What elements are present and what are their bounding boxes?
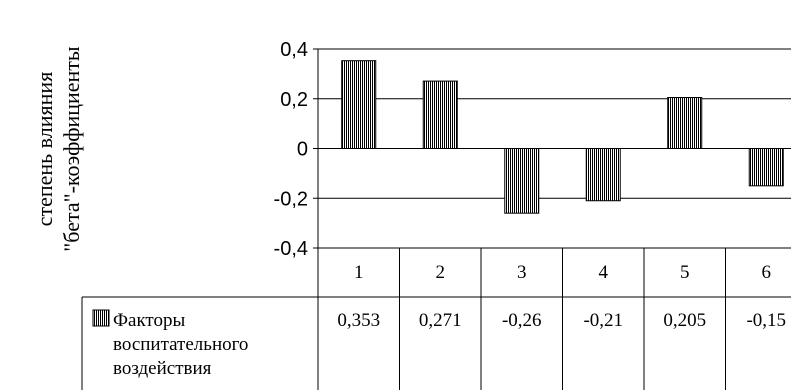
legend-label-line: воспитательного bbox=[113, 334, 248, 355]
bar bbox=[748, 148, 784, 187]
data-label: 0,271 bbox=[419, 310, 462, 331]
data-label: -0,15 bbox=[746, 310, 786, 331]
legend-label-line: воздействия bbox=[113, 358, 212, 379]
category-label: 4 bbox=[599, 262, 609, 283]
y-tick-label: 0 bbox=[297, 139, 308, 161]
y-axis-label: степень влияния "бета"-коэффициенты bbox=[32, 46, 84, 252]
bar bbox=[667, 97, 703, 149]
bar bbox=[504, 148, 540, 214]
y-tick-labels: 0,4 0,2 0 -0,2 -0,4 bbox=[274, 39, 308, 260]
y-tick-label: 0,2 bbox=[280, 89, 308, 111]
data-table: 1 0,353 2 0,271 3 -0,26 4 -0,21 5 0,205 6 -0,15 Факт… bbox=[81, 248, 791, 390]
y-tick-label: -0,2 bbox=[274, 188, 308, 210]
category-label: 1 bbox=[354, 262, 364, 283]
y-tick-label: 0,4 bbox=[280, 39, 308, 61]
category-label: 2 bbox=[436, 262, 446, 283]
y-axis-label-line-1: степень влияния bbox=[32, 72, 57, 227]
category-label: 3 bbox=[517, 262, 527, 283]
data-label: -0,26 bbox=[502, 310, 542, 331]
y-axis-label-line-2: "бета"-коэффициенты bbox=[59, 46, 84, 252]
gridlines bbox=[318, 48, 791, 249]
data-label: -0,21 bbox=[583, 310, 623, 331]
bar bbox=[341, 60, 377, 149]
legend-swatch bbox=[92, 309, 110, 327]
axes bbox=[313, 48, 319, 249]
bar bbox=[585, 148, 621, 202]
data-label: 0,205 bbox=[663, 310, 706, 331]
bars bbox=[341, 60, 784, 214]
category-label: 6 bbox=[762, 262, 772, 283]
legend-label-line: Факторы bbox=[113, 310, 185, 331]
data-label: 0,353 bbox=[337, 310, 380, 331]
y-tick-label: -0,4 bbox=[274, 238, 308, 260]
bar bbox=[422, 80, 458, 149]
category-label: 5 bbox=[680, 262, 690, 283]
